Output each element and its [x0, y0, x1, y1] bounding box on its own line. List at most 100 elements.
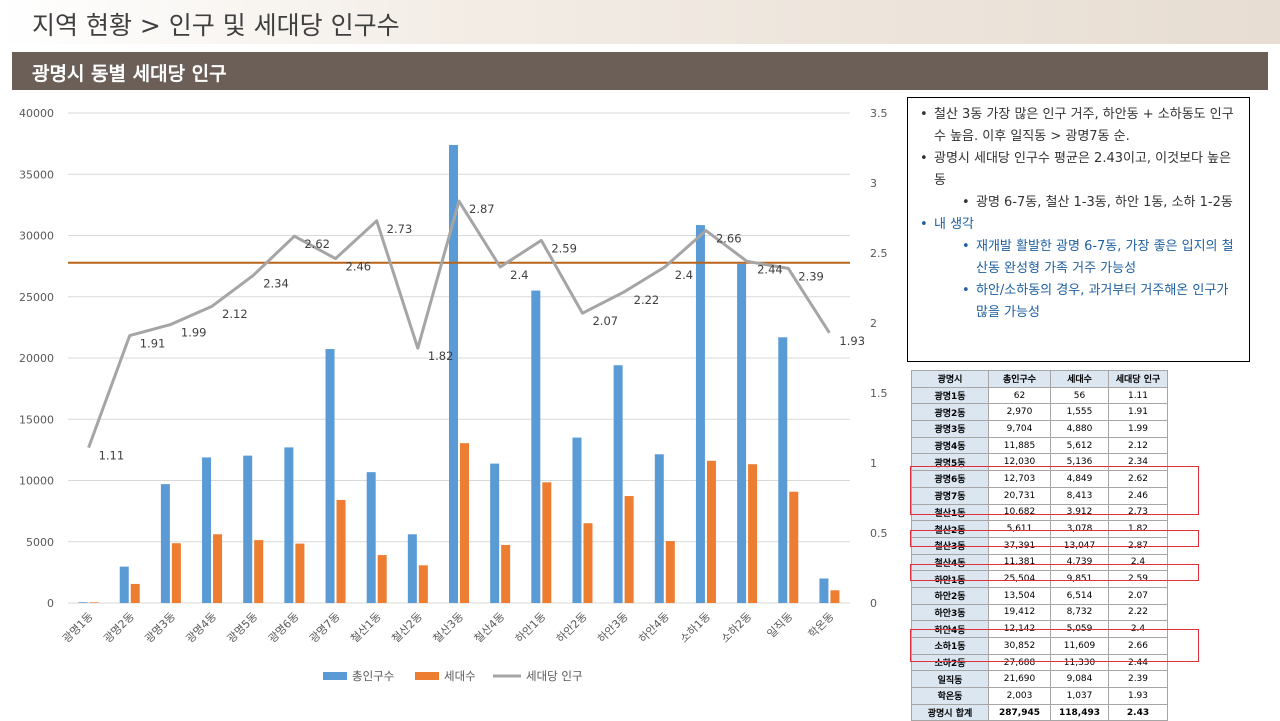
- bar-households: [624, 496, 634, 603]
- table-cell: 6,514: [1050, 586, 1109, 605]
- data-label: 1.99: [181, 325, 207, 339]
- bar-households: [213, 534, 223, 603]
- left-axis-tick: 30000: [19, 230, 54, 243]
- x-axis-label: 하안4동: [636, 609, 672, 645]
- table-row: 하안4동 12,142 5,059 2.4: [911, 620, 1168, 638]
- data-label: 2.22: [634, 293, 660, 307]
- x-axis-label: 광명7동: [307, 610, 343, 646]
- table-cell: 2.43: [1108, 703, 1168, 721]
- bar-population: [778, 337, 788, 603]
- x-axis-label: 학온동: [806, 610, 837, 641]
- bar-population: [613, 365, 623, 603]
- table-row: 소하2동 27,688 11,330 2.44: [911, 653, 1168, 672]
- ratio-line: [87, 199, 831, 449]
- table-cell: 1,555: [1050, 403, 1109, 422]
- table-row: 하안3동 19,412 8,732 2.22: [911, 603, 1168, 622]
- table-cell: 9,084: [1050, 670, 1109, 689]
- table-cell: 5,059: [1050, 620, 1109, 638]
- table-cell: 2.46: [1108, 486, 1168, 505]
- x-axis-label: 광명1동: [60, 610, 96, 646]
- data-label: 1.91: [140, 337, 166, 351]
- left-axis-tick: 0: [47, 597, 54, 610]
- table-row: 광명6동 12,703 4,849 2.62: [911, 470, 1168, 488]
- table-cell: 광명5동: [911, 453, 989, 472]
- table-cell: 2.44: [1108, 653, 1168, 672]
- table-cell: 2.12: [1108, 436, 1168, 455]
- table-cell: 118,493: [1050, 703, 1109, 721]
- data-label: 2.66: [716, 232, 742, 246]
- bar-households: [542, 482, 552, 603]
- data-label: 2.87: [469, 202, 495, 216]
- table-cell: 1.99: [1108, 420, 1168, 438]
- table-cell: 13,047: [1050, 536, 1109, 555]
- right-axis-tick: 1.5: [870, 387, 888, 400]
- right-axis-tick: 2: [870, 317, 877, 330]
- data-label: 2.62: [304, 237, 330, 251]
- table-cell: 5,136: [1050, 453, 1109, 472]
- table-cell: 19,412: [988, 603, 1051, 622]
- table-cell: 62: [988, 386, 1051, 405]
- note-item-1: 철산 3동 가장 많은 인구 거주, 하안동 + 소하동도 인구수 높음. 이후…: [918, 104, 1241, 148]
- bar-population: [160, 484, 170, 603]
- data-label: 2.46: [346, 260, 372, 274]
- data-label: 2.73: [387, 222, 413, 236]
- notes-box: 철산 3동 가장 많은 인구 거주, 하안동 + 소하동도 인구수 높음. 이후…: [907, 97, 1250, 362]
- table-row: 광명3동 9,704 4,880 1.99: [911, 420, 1168, 438]
- bar-households: [336, 499, 346, 603]
- bar-population: [572, 437, 582, 603]
- table-row: 하안2동 13,504 6,514 2.07: [911, 586, 1168, 605]
- table-row: 광명5동 12,030 5,136 2.34: [911, 453, 1168, 472]
- table-cell: 4,849: [1050, 470, 1109, 488]
- table-cell: 8,413: [1050, 486, 1109, 505]
- bar-population: [819, 578, 829, 603]
- table-cell: 4,739: [1050, 553, 1109, 572]
- table-cell: 광명6동: [911, 470, 989, 488]
- table-cell: 광명7동: [911, 486, 989, 505]
- left-axis-tick: 5000: [26, 536, 54, 549]
- table-cell: 11,609: [1050, 637, 1109, 655]
- table-cell: 2.66: [1108, 637, 1168, 655]
- bar-households: [789, 491, 799, 603]
- table-cell: 광명1동: [911, 386, 989, 405]
- table-header: 세대당 인구: [1108, 370, 1168, 388]
- x-axis-label: 광명5동: [225, 610, 261, 646]
- legend-swatch-households: [415, 672, 439, 680]
- left-axis-tick: 40000: [19, 107, 54, 120]
- x-axis-label: 광명3동: [142, 610, 178, 646]
- bar-households: [583, 523, 593, 603]
- table-cell: 20,731: [988, 486, 1051, 505]
- table-cell: 소하2동: [911, 653, 989, 672]
- table-cell: 철산2동: [911, 520, 989, 538]
- table-cell: 일직동: [911, 670, 989, 689]
- bar-households: [89, 602, 99, 603]
- table-cell: 1.82: [1108, 520, 1168, 538]
- note-item-3-sub-2: 하안/소하동의 경우, 과거부터 거주해온 인구가 많을 가능성: [918, 280, 1241, 324]
- note-item-2: 광명시 세대당 인구수 평균은 2.43이고, 이것보다 높은 동: [918, 148, 1241, 192]
- left-axis-tick: 15000: [19, 413, 54, 426]
- bar-population: [202, 457, 212, 603]
- table-cell: 3,912: [1050, 503, 1109, 522]
- bar-households: [171, 543, 181, 603]
- bar-households: [501, 544, 511, 603]
- population-table: 광명시 총인구수 세대수 세대당 인구 광명1동 62 56 1.11 광명2동 2,97…: [911, 370, 1168, 721]
- table-row: 학온동 2,003 1,037 1.93: [911, 687, 1168, 705]
- table-cell: 소하1동: [911, 637, 989, 655]
- table-cell: 1,037: [1050, 687, 1109, 705]
- table-cell: 12,703: [988, 470, 1051, 488]
- bar-population: [407, 534, 417, 603]
- table-row: 철산1동 10,682 3,912 2.73: [911, 503, 1168, 522]
- data-label: 1.82: [428, 349, 454, 363]
- bar-population: [284, 447, 294, 603]
- table-cell: 2,970: [988, 403, 1051, 422]
- x-axis-label: 소하2동: [718, 609, 754, 645]
- table-cell: 2.34: [1108, 453, 1168, 472]
- right-axis-tick: 3.5: [870, 107, 888, 120]
- table-header: 세대수: [1050, 370, 1109, 388]
- section-bar: 광명시 동별 세대당 인구: [12, 52, 1268, 90]
- section-title: 광명시 동별 세대당 인구: [32, 63, 227, 85]
- bar-population: [695, 225, 705, 604]
- data-label: 1.11: [99, 449, 125, 463]
- table-cell: 학온동: [911, 687, 989, 705]
- table-row: 철산3동 37,391 13,047 2.87: [911, 536, 1168, 555]
- legend-label: 세대수: [444, 669, 476, 683]
